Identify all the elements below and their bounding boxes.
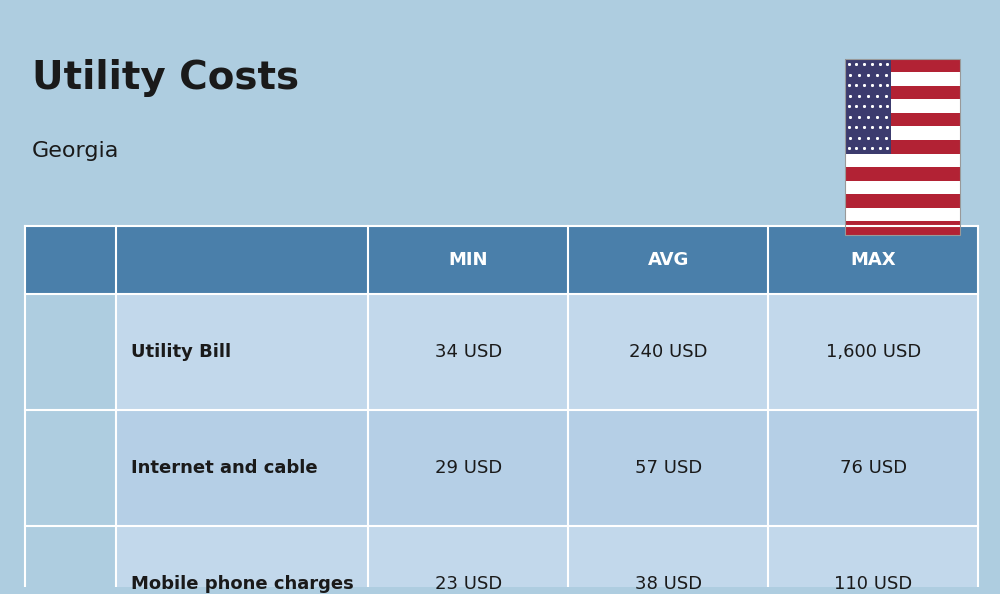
Bar bbox=[845, 222, 960, 235]
Text: Internet and cable: Internet and cable bbox=[131, 459, 317, 477]
Bar bbox=[845, 154, 960, 167]
Text: 110 USD: 110 USD bbox=[834, 576, 912, 593]
Text: 29 USD: 29 USD bbox=[435, 459, 502, 477]
Bar bbox=[845, 208, 960, 222]
Bar bbox=[25, 526, 116, 594]
Bar bbox=[845, 127, 960, 140]
Text: 1,600 USD: 1,600 USD bbox=[826, 343, 921, 361]
Text: Utility Bill: Utility Bill bbox=[131, 343, 231, 361]
Text: 76 USD: 76 USD bbox=[840, 459, 907, 477]
Bar bbox=[845, 167, 960, 181]
Text: 240 USD: 240 USD bbox=[629, 343, 708, 361]
Bar bbox=[25, 293, 116, 410]
Bar bbox=[845, 181, 960, 194]
Text: 23 USD: 23 USD bbox=[435, 576, 502, 593]
Text: 57 USD: 57 USD bbox=[635, 459, 702, 477]
Text: MIN: MIN bbox=[448, 251, 488, 269]
Text: Utility Costs: Utility Costs bbox=[32, 59, 299, 97]
Bar bbox=[845, 59, 960, 72]
Bar bbox=[25, 526, 978, 594]
Bar bbox=[845, 99, 960, 113]
Text: 34 USD: 34 USD bbox=[435, 343, 502, 361]
Bar bbox=[845, 140, 960, 154]
Bar bbox=[845, 86, 960, 99]
Bar bbox=[25, 410, 116, 526]
Bar bbox=[845, 194, 960, 208]
Bar bbox=[845, 59, 891, 154]
Bar bbox=[845, 72, 960, 86]
Text: Georgia: Georgia bbox=[32, 141, 119, 161]
Text: AVG: AVG bbox=[648, 251, 689, 269]
Text: Mobile phone charges: Mobile phone charges bbox=[131, 576, 353, 593]
Bar bbox=[25, 293, 978, 410]
Bar bbox=[845, 59, 960, 235]
Bar bbox=[845, 113, 960, 127]
Text: 38 USD: 38 USD bbox=[635, 576, 702, 593]
Bar bbox=[25, 410, 978, 526]
Text: MAX: MAX bbox=[850, 251, 896, 269]
Bar bbox=[25, 226, 978, 293]
